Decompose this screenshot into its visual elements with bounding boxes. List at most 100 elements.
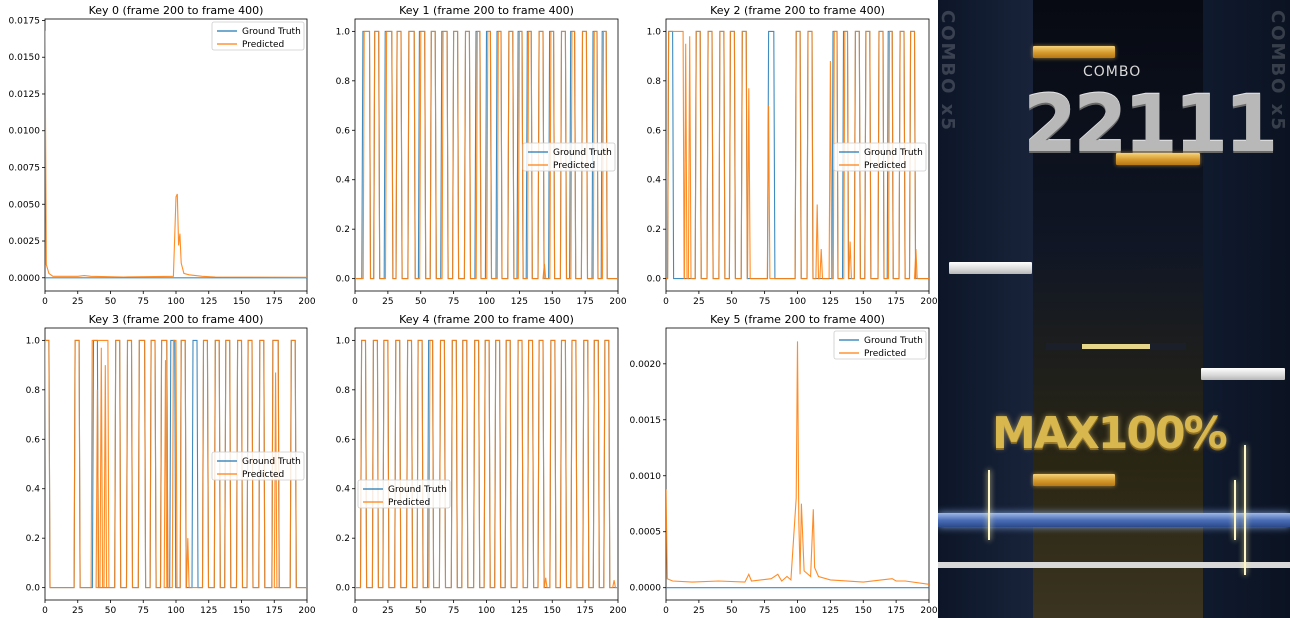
legend: Ground Truth Predicted <box>833 330 927 360</box>
x-tick-label: 175 <box>888 297 905 307</box>
x-tick-label: 0 <box>352 606 358 616</box>
x-tick-label: 125 <box>511 297 528 307</box>
legend-label: Predicted <box>242 470 284 480</box>
y-tick-label: 0.0000 <box>9 274 41 284</box>
x-tick-label: 150 <box>544 297 561 307</box>
x-tick-label: 100 <box>789 606 806 616</box>
x-tick-label: 175 <box>266 297 283 307</box>
x-tick-label: 125 <box>200 606 217 616</box>
x-tick-label: 50 <box>726 297 738 307</box>
x-tick-label: 100 <box>478 297 495 307</box>
legend: Ground Truth Predicted <box>211 451 305 481</box>
x-tick-label: 0 <box>663 297 669 307</box>
y-tick-label: 0.0125 <box>9 90 41 100</box>
chart-title: Key 5 (frame 200 to frame 400) <box>710 313 885 326</box>
chart-title: Key 3 (frame 200 to frame 400) <box>89 313 264 326</box>
note-gold <box>1116 153 1200 165</box>
legend-label: Predicted <box>242 40 284 50</box>
side-text-left: COMBO x5 <box>938 10 958 132</box>
x-tick-label: 25 <box>693 606 704 616</box>
x-tick-label: 200 <box>609 297 626 307</box>
y-tick-label: 0.2 <box>647 225 661 235</box>
x-tick-label: 75 <box>759 297 770 307</box>
x-tick-label: 50 <box>415 606 427 616</box>
y-tick-label: 0.4 <box>336 176 351 186</box>
x-tick-label: 0 <box>352 297 358 307</box>
chart-panel-4: Key 4 (frame 200 to frame 400) 0 25 50 75 100… <box>336 313 627 616</box>
y-tick-label: 0.6 <box>26 435 41 445</box>
x-tick-label: 50 <box>105 606 117 616</box>
predicted-line <box>355 30 618 280</box>
y-tick-label: 0.4 <box>26 485 41 495</box>
y-tick-label: 0.0020 <box>630 360 662 370</box>
hold-bar-fill <box>1082 344 1150 349</box>
game-screenshot: COMBO x5 COMBO x5 COMBO 22111 MAX100% <box>938 0 1290 618</box>
hit-spark <box>988 470 990 540</box>
x-tick-label: 125 <box>200 297 217 307</box>
y-tick-label: 0.0175 <box>9 16 41 26</box>
x-tick-label: 100 <box>167 297 184 307</box>
y-tick-label: 0.0025 <box>9 237 41 247</box>
x-tick-label: 25 <box>72 297 83 307</box>
plot-area <box>354 327 619 601</box>
x-tick-label: 25 <box>382 606 393 616</box>
x-tick-label: 125 <box>511 606 528 616</box>
plot-area <box>44 18 308 292</box>
chart-title: Key 2 (frame 200 to frame 400) <box>710 4 885 17</box>
legend-label: Predicted <box>864 161 906 171</box>
predicted-line <box>666 30 929 280</box>
legend-box <box>211 21 305 51</box>
y-tick-label: 0.6 <box>336 435 351 445</box>
y-tick-label: 0.0 <box>336 275 351 285</box>
x-tick-label: 200 <box>920 297 937 307</box>
chart-panel-3: Key 3 (frame 200 to frame 400) 0 25 50 75 100… <box>26 313 316 616</box>
y-tick-label: 1.0 <box>336 336 351 346</box>
x-tick-label: 25 <box>693 297 704 307</box>
y-tick-label: 0.0050 <box>9 200 41 210</box>
bottom-line <box>938 562 1290 568</box>
x-tick-label: 175 <box>266 606 283 616</box>
y-tick-label: 0.8 <box>336 386 351 396</box>
y-tick-label: 0.6 <box>647 126 662 136</box>
y-tick-label: 1.0 <box>336 27 351 37</box>
legend-label: Predicted <box>388 498 430 508</box>
x-tick-label: 200 <box>298 297 315 307</box>
y-tick-label: 0.6 <box>336 126 351 136</box>
y-tick-label: 1.0 <box>26 336 41 346</box>
y-tick-label: 0.0010 <box>630 472 662 482</box>
charts-svg: Key 0 (frame 200 to frame 400) 0 25 50 75 100… <box>9 4 938 616</box>
y-tick-label: 0.0015 <box>630 416 662 426</box>
x-tick-label: 150 <box>233 606 250 616</box>
y-tick-label: 0.0150 <box>9 53 41 63</box>
y-tick-label: 0.4 <box>647 176 662 186</box>
x-tick-label: 75 <box>759 606 770 616</box>
x-tick-label: 0 <box>42 606 48 616</box>
x-tick-label: 175 <box>888 606 905 616</box>
chart-title: Key 1 (frame 200 to frame 400) <box>399 4 574 17</box>
legend-label: Predicted <box>864 349 906 359</box>
x-tick-label: 150 <box>855 606 872 616</box>
chart-panel-0: Key 0 (frame 200 to frame 400) 0 25 50 75 100… <box>9 4 316 307</box>
y-tick-label: 0.0 <box>336 584 351 594</box>
y-tick-label: 0.8 <box>336 77 351 87</box>
x-tick-label: 75 <box>138 297 149 307</box>
chart-title: Key 4 (frame 200 to frame 400) <box>399 313 574 326</box>
y-tick-label: 0.0000 <box>630 584 662 594</box>
x-tick-label: 50 <box>415 297 427 307</box>
hit-spark <box>1244 445 1246 575</box>
max-percent-text: MAX100% <box>992 408 1228 459</box>
x-tick-label: 50 <box>726 606 738 616</box>
x-tick-label: 200 <box>920 606 937 616</box>
x-tick-label: 100 <box>478 606 495 616</box>
legend-label: Predicted <box>553 161 595 171</box>
legend: Ground Truth Predicted <box>833 142 927 172</box>
predicted-line <box>666 341 929 585</box>
y-tick-label: 0.2 <box>336 534 350 544</box>
combo-label: COMBO <box>1083 64 1142 80</box>
x-tick-label: 150 <box>233 297 250 307</box>
legend-label: Ground Truth <box>388 485 447 495</box>
hold-bar <box>1046 343 1186 350</box>
y-tick-label: 0.0 <box>26 584 41 594</box>
x-tick-label: 0 <box>663 606 669 616</box>
x-tick-label: 50 <box>105 297 117 307</box>
